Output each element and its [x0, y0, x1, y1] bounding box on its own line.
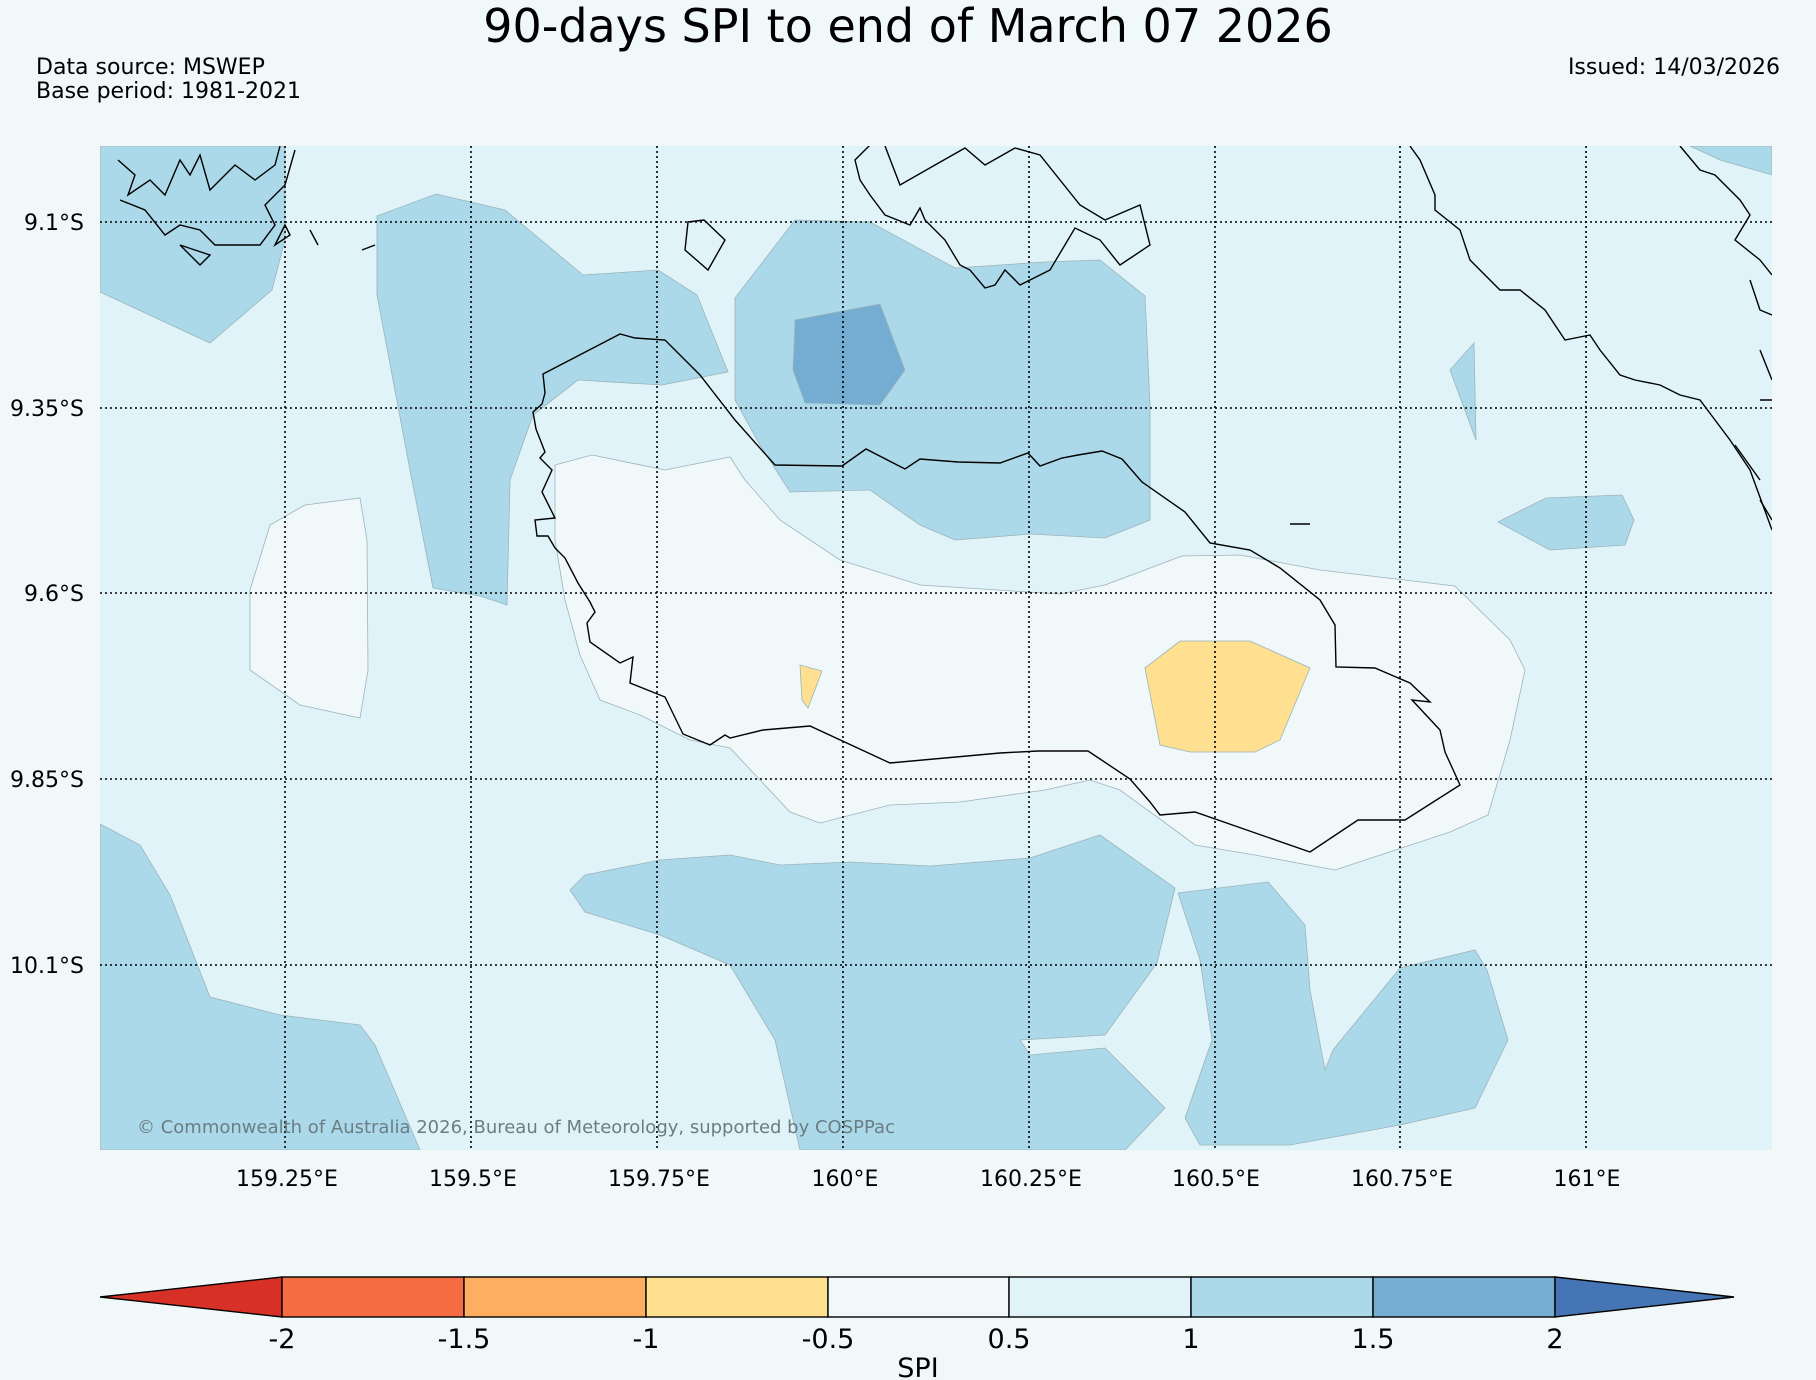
- lon-label: 161°E: [1554, 1167, 1621, 1192]
- map-panel: © Commonwealth of Australia 2026, Bureau…: [100, 146, 1772, 1150]
- coastline-nw-islet-3: [309, 229, 319, 246]
- colorbar: [99, 1276, 1735, 1318]
- contour-dry-1-west: [799, 664, 823, 709]
- contour-1-to-1.5-east-island: [1497, 494, 1635, 551]
- colorbar-tick: 2: [1546, 1324, 1563, 1355]
- lon-label: 160.5°E: [1172, 1167, 1260, 1192]
- lat-label: 9.85°S: [10, 768, 84, 793]
- contour-1-to-1.5-north-central: [734, 219, 1151, 541]
- base-period-label: Base period: 1981-2021: [36, 79, 301, 104]
- colorbar-segment: [281, 1276, 465, 1318]
- coastline-malaita-east: [1679, 146, 1772, 276]
- contour-1-to-1.5-northwest: [100, 146, 286, 344]
- coastline-savo-island: [684, 219, 726, 272]
- graticule: [100, 146, 1772, 1150]
- coastline-nw-islet-2: [273, 223, 291, 248]
- colorbar-segment: [827, 1276, 1010, 1318]
- data-source-label: Data source: MSWEP: [36, 55, 265, 80]
- lon-label: 160.25°E: [980, 1167, 1082, 1192]
- contour-1-to-1.5-northeast-bump: [1689, 146, 1772, 176]
- metadata-right: Issued: 14/03/2026: [1568, 56, 1780, 80]
- coastline-east-islet: [1734, 444, 1761, 481]
- colorbar-tick: -1.5: [438, 1324, 491, 1355]
- chart-title: 90-days SPI to end of March 07 2026: [483, 0, 1333, 53]
- colorbar-segment: [1190, 1276, 1374, 1318]
- colorbar-segment: [645, 1276, 829, 1318]
- contour-1-to-1.5-east-inlet: [1449, 341, 1477, 441]
- colorbar-tick-labels: -2 -1.5 -1 -0.5 0.5 1 1.5 2: [269, 1324, 1564, 1355]
- contour-1-to-1.5-southeast: [1177, 881, 1509, 1146]
- latitude-labels: 9.1°S 9.35°S 9.6°S 9.85°S 10.1°S: [10, 211, 84, 979]
- lat-label: 9.1°S: [24, 211, 84, 236]
- lon-label: 160°E: [812, 1167, 879, 1192]
- coastline-nw-islet-1: [179, 244, 212, 266]
- colorbar-tick: 0.5: [988, 1324, 1031, 1355]
- colorbar-tick: 1: [1182, 1324, 1199, 1355]
- coastline-malaita-east-c: [1759, 349, 1772, 401]
- lat-label: 9.35°S: [10, 397, 84, 422]
- coastline-guadalcanal: [532, 333, 1461, 853]
- coastline-malaita: [1409, 146, 1772, 531]
- contour-1-to-1.5-southwest: [100, 823, 421, 1150]
- coastline-nw-islet-4: [361, 244, 376, 251]
- longitude-labels: 159.25°E 159.5°E 159.75°E 160°E 160.25°E…: [236, 1167, 1620, 1192]
- lon-label: 159.25°E: [236, 1167, 338, 1192]
- coastline-florida-west-b: [119, 149, 296, 246]
- metadata-left: Data source: MSWEP Base period: 1981-202…: [36, 56, 301, 104]
- lon-label: 159.75°E: [608, 1167, 710, 1192]
- contour-neutral-west: [249, 497, 369, 719]
- coastline-east-islet-2: [1759, 499, 1772, 521]
- contour-1-to-1.5-west-strip: [376, 193, 729, 606]
- spi-contours: [100, 146, 1772, 1150]
- contour-1.5-to-2-core: [792, 303, 906, 406]
- copyright-notice: © Commonwealth of Australia 2026, Bureau…: [137, 1117, 895, 1138]
- colorbar-label: SPI: [897, 1353, 938, 1380]
- lat-label: 9.6°S: [24, 582, 84, 607]
- colorbar-tick: -0.5: [802, 1324, 855, 1355]
- colorbar-segment: [1008, 1276, 1192, 1318]
- coastline-malaita-east-b: [1749, 279, 1772, 316]
- colorbar-tick: 1.5: [1352, 1324, 1395, 1355]
- coastlines: [117, 146, 1772, 853]
- lon-label: 160.75°E: [1351, 1167, 1453, 1192]
- issued-date-label: Issued: 14/03/2026: [1567, 55, 1780, 80]
- colorbar-segment: [463, 1276, 647, 1318]
- contour-dry-1-east: [1144, 640, 1311, 753]
- colorbar-segment: [1372, 1276, 1556, 1318]
- coastline-florida-islands: [854, 146, 1151, 289]
- contour-1-to-1.5-south-central: [569, 834, 1176, 1150]
- colorbar-tick: -1: [633, 1324, 660, 1355]
- coastline-florida-west: [117, 146, 281, 197]
- colorbar-extend-low: [99, 1276, 283, 1318]
- lat-label: 10.1°S: [10, 954, 84, 979]
- lon-label: 159.5°E: [429, 1167, 517, 1192]
- colorbar-tick: -2: [269, 1324, 296, 1355]
- colorbar-extend-high: [1554, 1276, 1735, 1318]
- contour-neutral-central: [554, 454, 1526, 871]
